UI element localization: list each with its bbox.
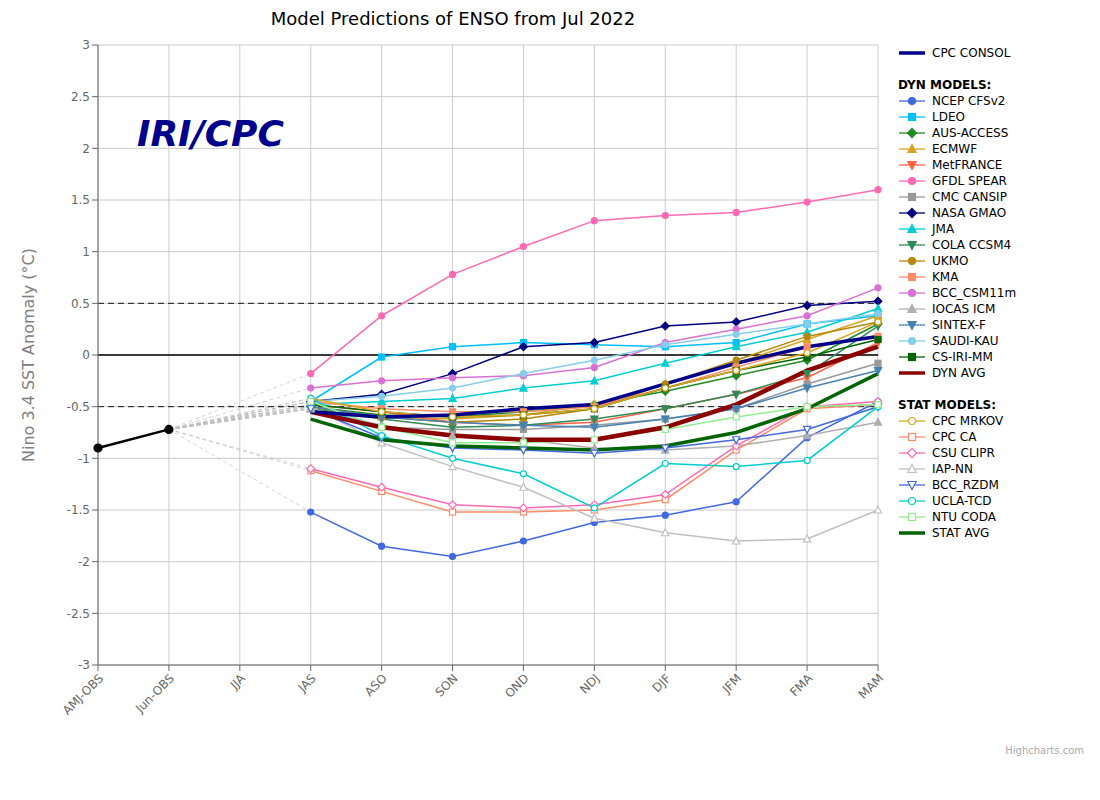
html-text:STAT MODELS:: STAT MODELS: xyxy=(898,398,996,412)
html-text:STAT AVG: STAT AVG xyxy=(932,526,990,540)
html-text:JMA: JMA xyxy=(932,222,955,236)
svg-text:SON: SON xyxy=(432,671,460,699)
html-text:IAP-NN: IAP-NN xyxy=(932,462,973,476)
html-text:CPC CA: CPC CA xyxy=(932,430,977,444)
html-text:CSU CLIPR: CSU CLIPR xyxy=(932,446,995,460)
svg-text:Jun-OBS: Jun-OBS xyxy=(132,671,177,716)
svg-text:ASO: ASO xyxy=(362,671,390,699)
svg-text:1: 1 xyxy=(82,245,90,259)
svg-text:-1.5: -1.5 xyxy=(67,503,90,517)
svg-text:-0.5: -0.5 xyxy=(67,400,90,414)
svg-text:NDJ: NDJ xyxy=(577,671,602,696)
svg-text:OND: OND xyxy=(502,671,531,700)
html-text:DYN AVG: DYN AVG xyxy=(932,366,986,380)
svg-text:Nino 3.4 SST Anomaly (°C): Nino 3.4 SST Anomaly (°C) xyxy=(19,248,38,462)
svg-text:3: 3 xyxy=(82,38,90,52)
svg-text:2: 2 xyxy=(82,142,90,156)
svg-text:AMJ-OBS: AMJ-OBS xyxy=(60,671,106,717)
svg-text:-3: -3 xyxy=(78,658,90,672)
html-text:NCEP CFSv2: NCEP CFSv2 xyxy=(932,94,1006,108)
svg-text:-2: -2 xyxy=(78,555,90,569)
svg-text:0.5: 0.5 xyxy=(71,297,90,311)
html-text:COLA CCSM4: COLA CCSM4 xyxy=(932,238,1012,252)
html-text:BCC_RZDM: BCC_RZDM xyxy=(932,478,999,492)
html-text:GFDL SPEAR: GFDL SPEAR xyxy=(932,174,1007,188)
svg-text:JAS: JAS xyxy=(295,671,319,695)
svg-text:MAM: MAM xyxy=(856,671,886,701)
html-text:IRI/CPC: IRI/CPC xyxy=(137,112,284,154)
svg-text:FMA: FMA xyxy=(787,671,815,699)
html-text:Highcharts.com: Highcharts.com xyxy=(1005,745,1084,756)
html-text:SAUDI-KAU: SAUDI-KAU xyxy=(932,334,999,348)
svg-text:0: 0 xyxy=(82,348,90,362)
html-text:DYN MODELS:: DYN MODELS: xyxy=(898,78,992,92)
html-text:LDEO: LDEO xyxy=(932,110,965,124)
svg-text:-1: -1 xyxy=(78,452,90,466)
html-text:NASA GMAO: NASA GMAO xyxy=(932,206,1007,220)
html-text:AUS-ACCESS: AUS-ACCESS xyxy=(932,126,1009,140)
html-text:CMC CANSIP: CMC CANSIP xyxy=(932,190,1007,204)
svg-text:-2.5: -2.5 xyxy=(67,607,90,621)
svg-text:DJF: DJF xyxy=(650,671,674,695)
html-text:MetFRANCE: MetFRANCE xyxy=(932,158,1003,172)
html-text:UCLA-TCD: UCLA-TCD xyxy=(932,494,992,508)
svg-text:2.5: 2.5 xyxy=(71,90,90,104)
svg-text:1.5: 1.5 xyxy=(71,193,90,207)
html-text:KMA: KMA xyxy=(932,270,959,284)
html-text:IOCAS ICM: IOCAS ICM xyxy=(932,302,996,316)
html-text:ECMWF: ECMWF xyxy=(932,142,978,156)
html-text:Model Predictions of ENSO from: Model Predictions of ENSO from Jul 2022 xyxy=(270,8,636,29)
html-text:BCC_CSM11m: BCC_CSM11m xyxy=(932,286,1017,300)
html-text:UKMO: UKMO xyxy=(932,254,969,268)
html-text:SINTEX-F: SINTEX-F xyxy=(932,318,986,332)
html-text:CPC MRKOV: CPC MRKOV xyxy=(932,414,1004,428)
svg-text:JFM: JFM xyxy=(719,671,744,696)
html-text:NTU CODA: NTU CODA xyxy=(932,510,996,524)
html-text:CPC CONSOL: CPC CONSOL xyxy=(932,46,1011,60)
svg-text:JJA: JJA xyxy=(227,671,249,693)
html-text:CS-IRI-MM: CS-IRI-MM xyxy=(932,350,993,364)
